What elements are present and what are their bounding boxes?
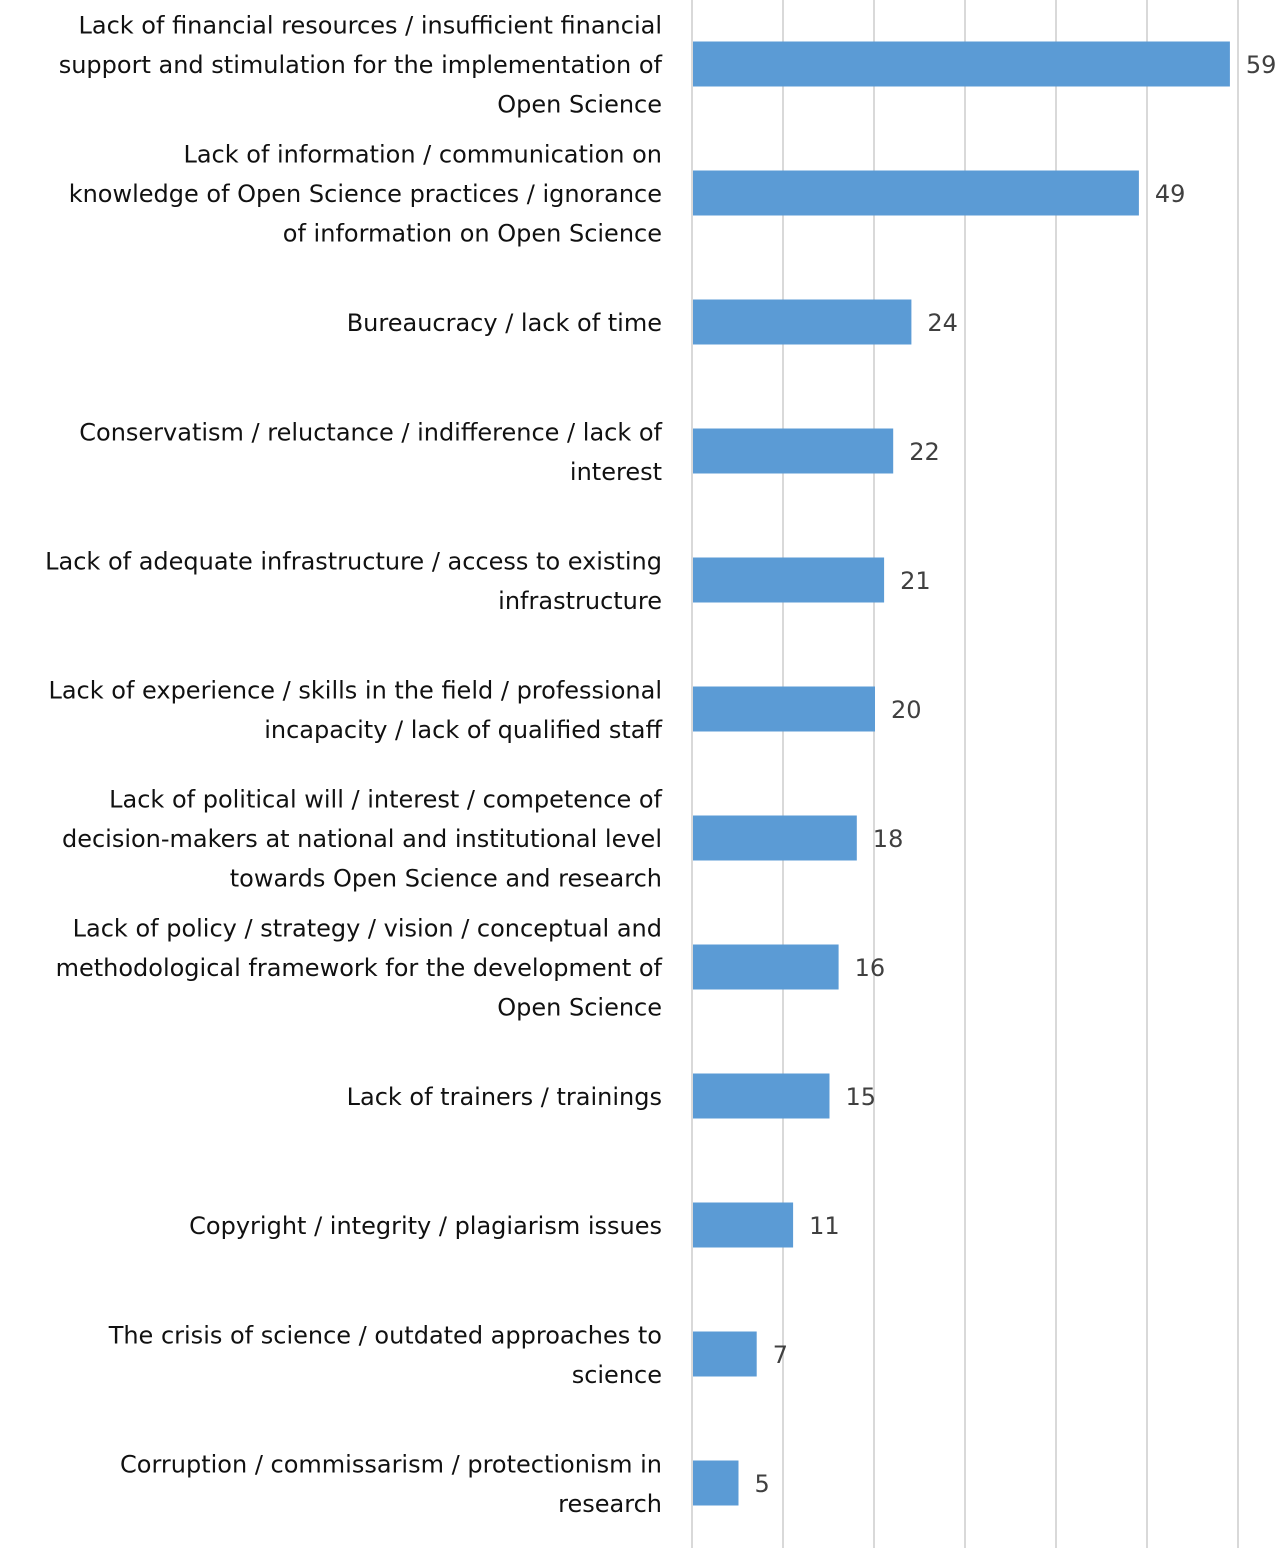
category-label: Conservatism / reluctance / indifference…: [79, 418, 662, 446]
data-label: 24: [927, 309, 958, 337]
category-label: knowledge of Open Science practices / ig…: [69, 180, 662, 208]
category-label: Lack of experience / skills in the field…: [48, 676, 662, 704]
category-label: Corruption / commissarism / protectionis…: [120, 1450, 662, 1478]
data-label: 20: [891, 696, 922, 724]
category-label: Bureaucracy / lack of time: [347, 309, 662, 337]
category-label: The crisis of science / outdated approac…: [108, 1321, 662, 1349]
bar: [693, 170, 1139, 216]
bar: [693, 299, 912, 345]
data-label: 22: [909, 438, 940, 466]
category-label: Open Science: [497, 91, 662, 119]
bar: [693, 944, 839, 990]
category-label: decision-makers at national and institut…: [62, 825, 662, 853]
data-label: 21: [900, 567, 931, 595]
category-label: incapacity / lack of qualified staff: [264, 716, 662, 744]
bar: [693, 686, 875, 732]
bar: [693, 41, 1230, 87]
category-label: Copyright / integrity / plagiarism issue…: [189, 1212, 662, 1240]
category-label: Lack of trainers / trainings: [347, 1083, 662, 1111]
category-label: support and stimulation for the implemen…: [59, 51, 663, 79]
category-label: research: [558, 1490, 662, 1518]
category-label: Open Science: [497, 994, 662, 1022]
bar: [693, 1460, 739, 1506]
bar: [693, 815, 857, 861]
data-label: 49: [1155, 180, 1186, 208]
category-label: towards Open Science and research: [230, 865, 662, 893]
data-label: 15: [846, 1083, 877, 1111]
category-label: methodological framework for the develop…: [56, 954, 663, 982]
bar: [693, 557, 885, 603]
category-label: Lack of information / communication on: [183, 141, 662, 169]
bar: [693, 1202, 794, 1248]
category-label: Lack of financial resources / insufficie…: [79, 12, 663, 40]
category-label: Lack of policy / strategy / vision / con…: [73, 915, 662, 943]
category-label: science: [572, 1361, 662, 1389]
data-label: 16: [855, 954, 886, 982]
category-label: interest: [570, 458, 662, 486]
bar: [693, 1073, 830, 1119]
category-label: infrastructure: [498, 587, 662, 615]
bar: [693, 1331, 757, 1377]
data-label: 5: [755, 1470, 770, 1498]
data-label: 11: [809, 1212, 840, 1240]
bar: [693, 428, 894, 474]
category-label: Lack of political will / interest / comp…: [109, 786, 662, 814]
data-label: 7: [773, 1341, 788, 1369]
category-label: of information on Open Science: [283, 220, 662, 248]
data-label: 18: [873, 825, 904, 853]
data-label: 59: [1246, 51, 1277, 79]
category-label: Lack of adequate infrastructure / access…: [45, 547, 662, 575]
